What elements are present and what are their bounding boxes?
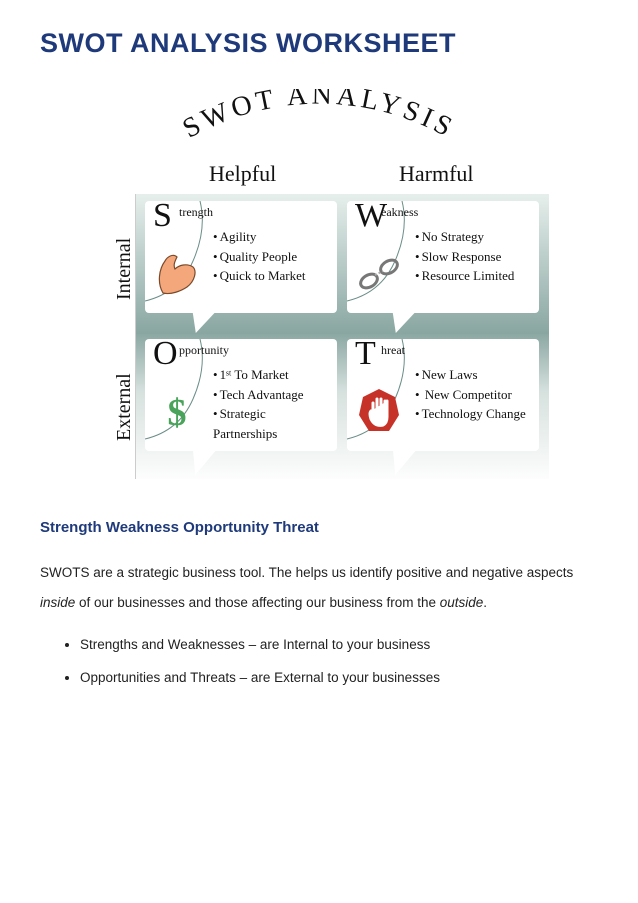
letter-t: T [355, 335, 376, 373]
para-italic: inside [40, 595, 75, 610]
cell-opportunity: O pportunity $ 1ˢᵗ To Market Tech Advant… [145, 339, 337, 451]
item: Agility [213, 227, 329, 247]
opportunity-items: 1ˢᵗ To Market Tech Advantage Strategic P… [213, 365, 329, 443]
para-text: . [483, 595, 487, 610]
para-text: of our businesses and those affecting ou… [75, 595, 439, 610]
bullet-item: Strengths and Weaknesses – are Internal … [80, 629, 598, 661]
subheading: Strength Weakness Opportunity Threat [40, 519, 598, 536]
letter-o: O [153, 335, 178, 373]
svg-text:SWOT ANALYSIS: SWOT ANALYSIS [178, 89, 461, 145]
item: Tech Advantage [213, 385, 329, 405]
broken-chain-icon [355, 249, 403, 297]
intro-paragraph: SWOTS are a strategic business tool. The… [40, 558, 598, 617]
item: Quality People [213, 247, 329, 267]
item: Strategic Partnerships [213, 404, 329, 443]
label-threat: hreat [381, 343, 405, 358]
threat-items: New Laws New Competitor Technology Chang… [415, 365, 531, 424]
strength-items: Agility Quality People Quick to Market [213, 227, 329, 286]
label-weakness: eakness [381, 205, 418, 220]
axis-label-external: External [113, 347, 136, 467]
label-strength: trength [179, 205, 213, 220]
column-header-harmful: Harmful [399, 161, 474, 187]
item: Slow Response [415, 247, 531, 267]
letter-s: S [153, 197, 172, 235]
para-text: SWOTS are a strategic business tool. The… [40, 565, 573, 580]
label-opportunity: pportunity [179, 343, 229, 358]
para-italic: outside [440, 595, 484, 610]
item: Resource Limited [415, 266, 531, 286]
summary-bullets: Strengths and Weaknesses – are Internal … [80, 629, 598, 694]
svg-text:$: $ [168, 392, 187, 434]
dollar-icon: $ [153, 387, 201, 435]
column-header-helpful: Helpful [209, 161, 276, 187]
item: New Competitor [415, 385, 531, 405]
item: 1ˢᵗ To Market [213, 365, 329, 385]
arc-title: SWOT ANALYSIS [89, 89, 549, 179]
item: Quick to Market [213, 266, 329, 286]
cell-threat: T hreat New Laws New Competitor Technolo… [347, 339, 539, 451]
axis-label-internal: Internal [113, 209, 136, 329]
cell-weakness: W eakness No Strategy Slow Response Reso… [347, 201, 539, 313]
swot-diagram: SWOT ANALYSIS Helpful Harmful Internal E… [89, 99, 549, 479]
muscle-icon [153, 249, 201, 297]
item: No Strategy [415, 227, 531, 247]
cell-strength: S trength Agility Quality People Quick t… [145, 201, 337, 313]
weakness-items: No Strategy Slow Response Resource Limit… [415, 227, 531, 286]
page-title: SWOT ANALYSIS WORKSHEET [40, 28, 598, 59]
bullet-item: Opportunities and Threats – are External… [80, 662, 598, 694]
item: New Laws [415, 365, 531, 385]
item: Technology Change [415, 404, 531, 424]
stop-hand-icon [355, 387, 403, 435]
